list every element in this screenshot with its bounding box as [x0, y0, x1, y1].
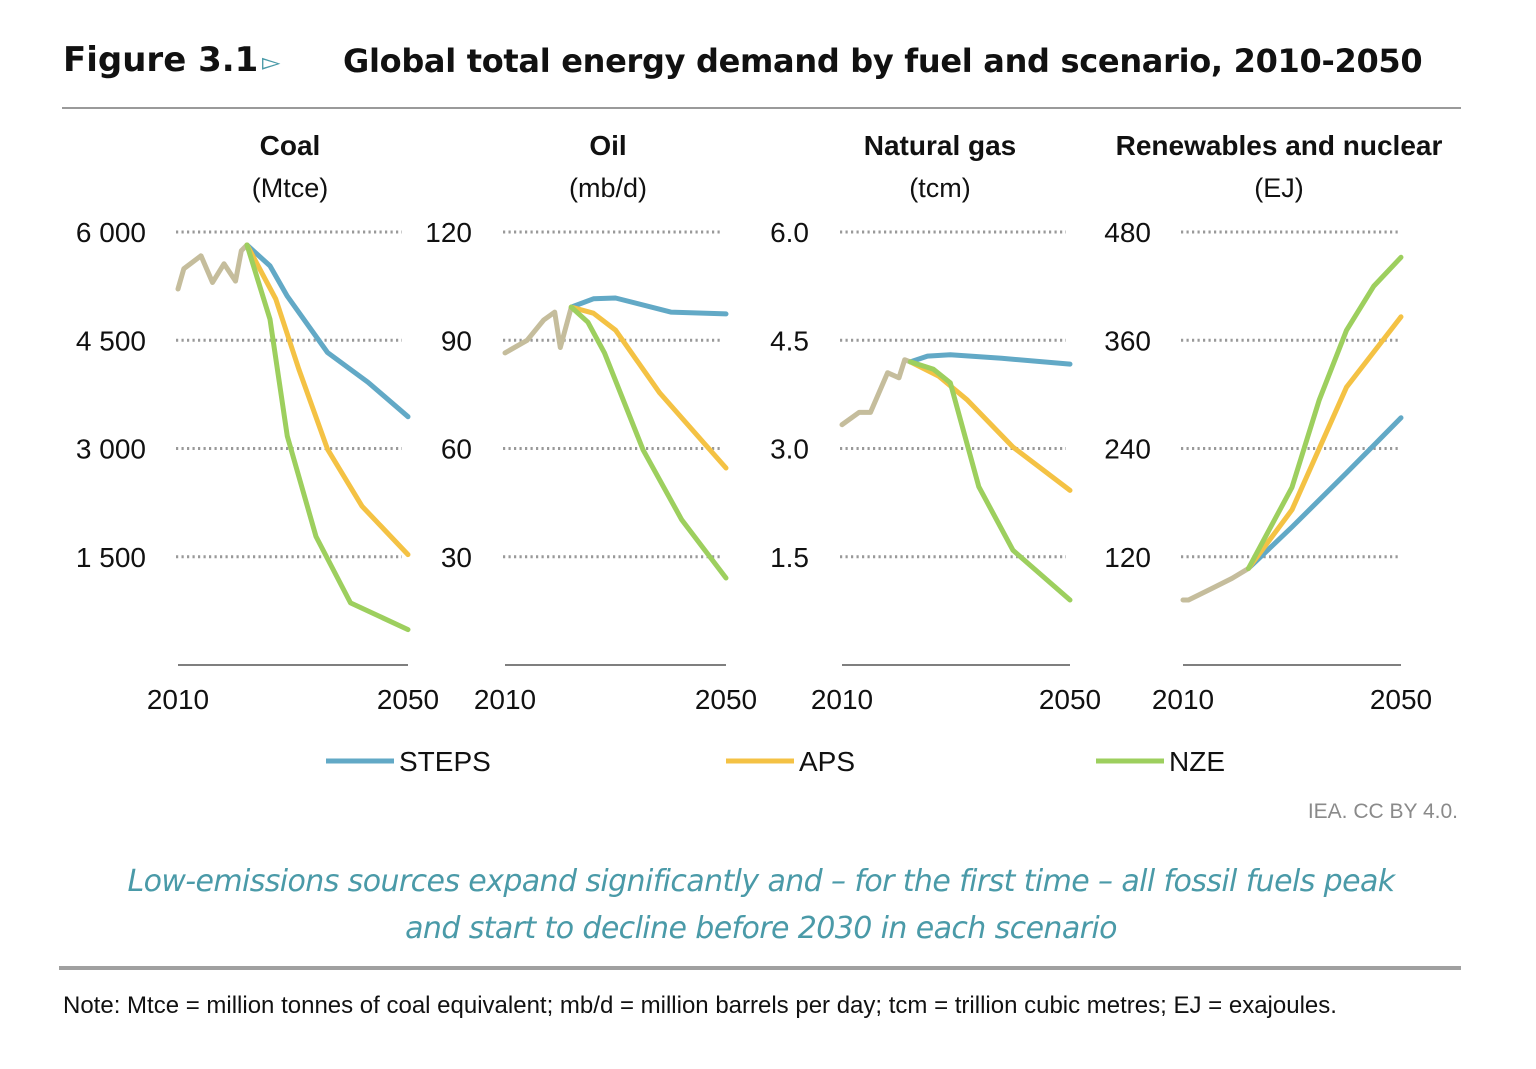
panel-title: Oil	[589, 130, 626, 161]
y-tick-label: 240	[1104, 434, 1151, 465]
series-line-nze	[1245, 254, 1404, 571]
legend-label: STEPS	[399, 746, 491, 777]
top-divider	[62, 107, 1461, 109]
series-line-steps	[907, 352, 1073, 367]
series-line-aps	[568, 304, 729, 471]
y-tick-label: 6.0	[770, 217, 809, 248]
y-tick-label: 3 000	[76, 434, 146, 465]
legend-label: APS	[799, 746, 855, 777]
panel-title: Renewables and nuclear	[1116, 130, 1443, 161]
panel-natural-gas: Natural gas (tcm) 6.0 4.5 3.0 1.5 2010 2050	[770, 130, 1101, 715]
subtitle-line-2: and start to decline before 2030 in each…	[405, 911, 1117, 946]
panel-renewables-and-nuclear: Renewables and nuclear (EJ) 480 360 240 120 20…	[1104, 130, 1442, 715]
series-line-steps	[568, 295, 729, 317]
panel-unit: (mb/d)	[569, 173, 647, 203]
y-tick-label: 60	[441, 434, 472, 465]
historical-line	[1180, 566, 1251, 603]
x-tick-label: 2050	[695, 684, 757, 715]
panel-unit: (tcm)	[909, 173, 970, 203]
y-tick-label: 4 500	[76, 325, 146, 356]
y-tick-label: 120	[1104, 542, 1151, 573]
y-tick-label: 360	[1104, 325, 1151, 356]
y-tick-label: 4.5	[770, 325, 809, 356]
y-tick-label: 90	[441, 325, 472, 356]
x-tick-label: 2050	[1370, 684, 1432, 715]
panel-title: Natural gas	[864, 130, 1017, 161]
figure-title: Global total energy demand by fuel and s…	[343, 42, 1423, 80]
series-line-nze	[907, 359, 1073, 603]
panel-title: Coal	[260, 130, 321, 161]
legend-item-nze: NZE	[1096, 746, 1225, 777]
panel-oil: Oil (mb/d) 120 90 60 30 2010 2050	[425, 130, 757, 715]
legend-label: NZE	[1169, 746, 1225, 777]
triangle-right-outline-icon: ▻	[262, 49, 281, 76]
y-tick-label: 1.5	[770, 542, 809, 573]
figure-label: Figure 3.1	[63, 40, 259, 80]
x-tick-label: 2010	[147, 684, 209, 715]
series-line-nze	[568, 304, 729, 581]
legend-item-aps: APS	[726, 746, 855, 777]
series-line-nze	[244, 242, 411, 633]
panel-unit: (EJ)	[1254, 173, 1304, 203]
source-credit: IEA. CC BY 4.0.	[1307, 800, 1458, 823]
y-tick-label: 480	[1104, 217, 1151, 248]
bottom-divider	[59, 966, 1461, 970]
y-tick-label: 3.0	[770, 434, 809, 465]
figure-subtitle: Low-emissions sources expand significant…	[0, 858, 1522, 952]
y-tick-label: 120	[425, 217, 472, 248]
x-tick-label: 2050	[377, 684, 439, 715]
series-line-steps	[244, 242, 411, 420]
y-tick-label: 6 000	[76, 217, 146, 248]
subtitle-line-1: Low-emissions sources expand significant…	[127, 864, 1395, 899]
x-tick-label: 2010	[474, 684, 536, 715]
x-tick-label: 2010	[1152, 684, 1214, 715]
series-line-steps	[1245, 415, 1404, 571]
historical-line	[839, 357, 913, 428]
x-tick-label: 2010	[811, 684, 873, 715]
figure-note: Note: Mtce = million tonnes of coal equi…	[63, 992, 1337, 1019]
x-tick-label: 2050	[1039, 684, 1101, 715]
y-tick-label: 1 500	[76, 542, 146, 573]
series-line-aps	[1245, 314, 1404, 571]
panel-coal: Coal (Mtce) 6 000 4 500 3 000 1 500 2010 2050	[76, 130, 439, 715]
series-line-aps	[907, 359, 1073, 493]
panel-unit: (Mtce)	[252, 173, 329, 203]
historical-line	[175, 242, 250, 292]
y-tick-label: 30	[441, 542, 472, 573]
legend-item-steps: STEPS	[326, 746, 491, 777]
historical-line	[502, 304, 574, 356]
series-line-aps	[244, 242, 411, 558]
